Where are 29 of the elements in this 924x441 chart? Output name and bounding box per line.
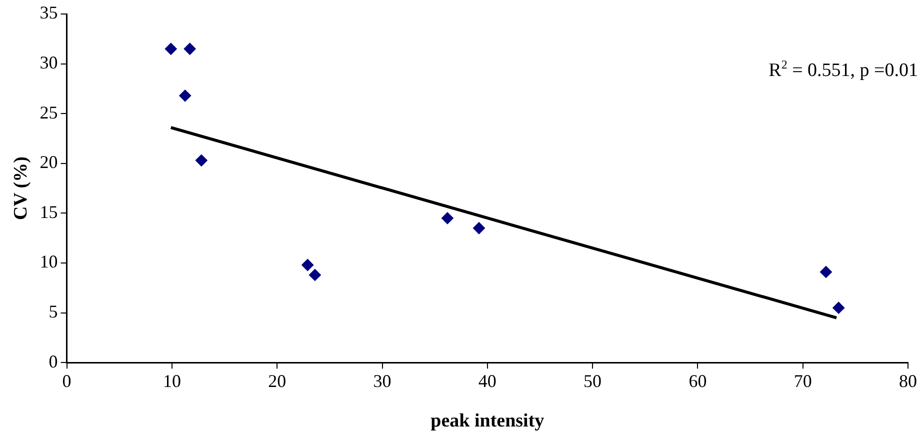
point (441, 212, 454, 224)
point (308, 268, 321, 281)
x-tick-label: 30 (373, 371, 392, 392)
x-tick-label: 20 (268, 371, 286, 392)
x-tick-label: 70 (794, 371, 812, 392)
point (179, 90, 192, 102)
point (164, 42, 177, 55)
point (820, 266, 832, 278)
y-tick-label: 25 (40, 102, 58, 122)
y-axis-title: CV (%) (10, 156, 32, 220)
x-tick-label: 80 (899, 371, 917, 392)
y-tick-label: 35 (40, 2, 58, 23)
x-tick-label: 10 (162, 371, 181, 392)
point (302, 258, 314, 271)
point (472, 222, 485, 234)
y-tick-label: 5 (48, 302, 58, 322)
point (832, 302, 845, 314)
y-tick-label: 0 (48, 351, 58, 372)
y-tick-label: 10 (40, 252, 58, 272)
x-tick-label: 50 (584, 371, 602, 392)
x-tick-label: 0 (62, 371, 72, 392)
y-tick-label: 20 (40, 152, 58, 172)
x-tick-label: 40 (478, 371, 496, 392)
x-axis-title: peak intensity (430, 410, 545, 432)
y-tick-label: 30 (40, 52, 58, 73)
x-tick-label: 60 (688, 371, 707, 392)
y-tick-label: 15 (40, 202, 58, 222)
point (195, 154, 208, 166)
point (184, 42, 196, 55)
